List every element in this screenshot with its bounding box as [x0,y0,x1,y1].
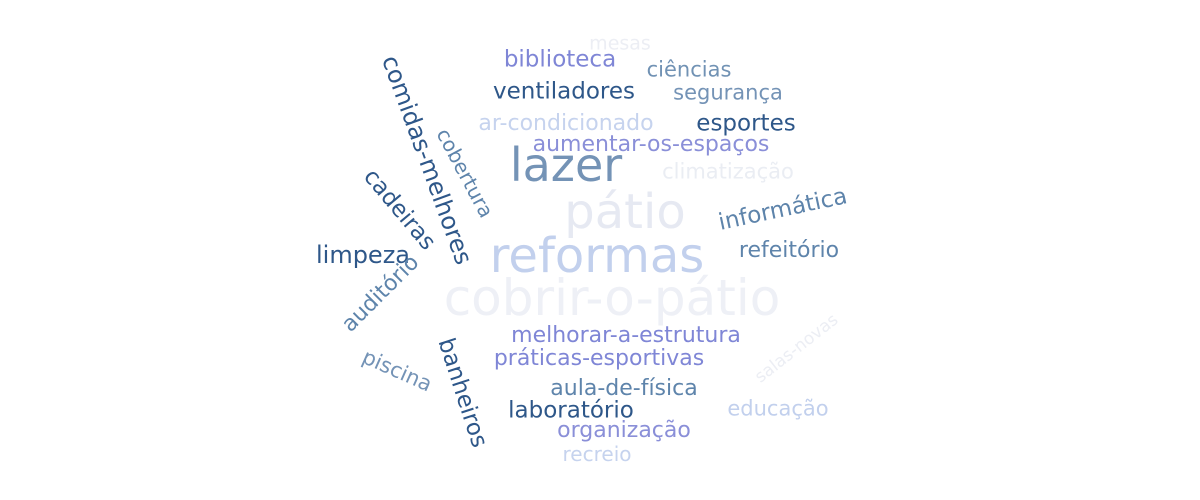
word-esportes: esportes [696,110,796,137]
word-climatizacao: climatização [662,159,794,184]
word-informatica: informática [716,183,850,236]
word-seguranca: segurança [673,80,783,105]
word-piscina: piscina [358,344,436,397]
word-laboratorio: laboratório [508,397,634,424]
word-educacao: educação [727,396,829,421]
word-aula-de-fisica: aula-de-física [550,376,698,401]
word-melhorar-a-estrutura: melhorar-a-estrutura [511,323,741,348]
word-recreio: recreio [562,442,632,466]
word-limpeza: limpeza [315,241,411,269]
word-reformas: reformas [489,228,705,284]
word-ciencias: ciências [646,57,732,82]
word-praticas-esportivas: práticas-esportivas [493,346,705,371]
word-ventiladores: ventiladores [493,78,635,105]
word-lazer: lazer [509,138,623,192]
word-patio: pátio [564,184,686,240]
word-aumentar-os-espacos: aumentar-os-espaços [532,132,770,157]
word-ar-condicionado: ar-condicionado [478,111,654,136]
word-mesas: mesas [589,32,651,55]
word-biblioteca: biblioteca [503,46,617,73]
word-organizacao: organização [557,418,691,443]
word-cobrir-o-patio: cobrir-o-pátio [443,269,781,327]
word-banheiros: banheiros [432,334,493,451]
word-refeitorio: refeitório [738,238,840,263]
